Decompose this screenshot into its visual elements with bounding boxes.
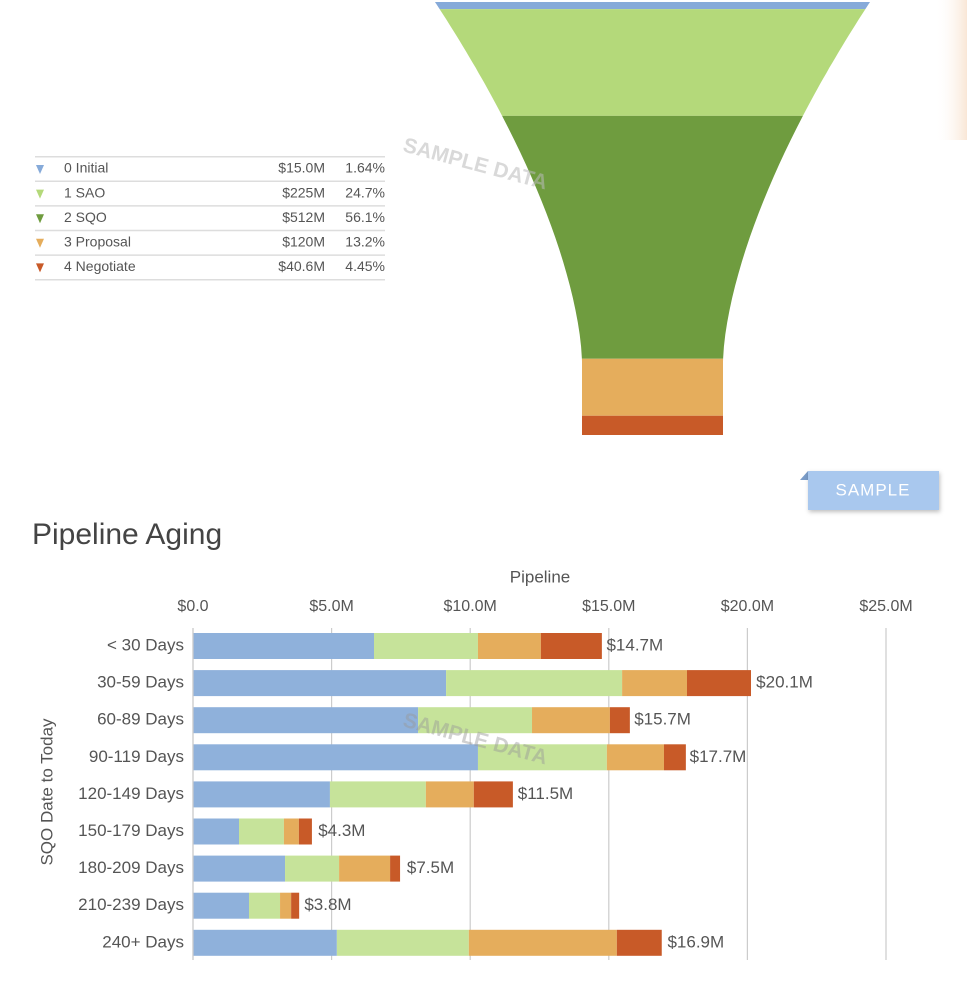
bar-segment [193, 744, 478, 771]
bar-segment [329, 781, 426, 808]
legend-name: 3 Proposal [64, 234, 131, 250]
button-fold [800, 471, 808, 480]
legend-share: 56.1% [345, 209, 385, 225]
legend-marker [36, 214, 44, 224]
y-tick-label: 180-209 Days [78, 858, 184, 877]
bar-segment [374, 633, 478, 659]
bar-segment [193, 818, 240, 845]
legend-value: $225M [282, 184, 325, 200]
total-label: $7.5M [407, 858, 454, 877]
total-label: $15.7M [634, 710, 691, 729]
bar-segment [285, 855, 340, 882]
bar-segment [291, 892, 300, 919]
sample-button[interactable]: SAMPLE [800, 471, 939, 510]
legend-value: $15.0M [278, 160, 325, 176]
legend-name: 2 SQO [64, 209, 107, 225]
y-tick-label: 240+ Days [102, 932, 184, 951]
legend-name: 4 Negotiate [64, 258, 136, 274]
bar-segment [477, 633, 541, 659]
bar-segment [193, 892, 249, 919]
bar-segment [248, 892, 281, 919]
button-label[interactable]: SAMPLE [836, 480, 911, 499]
bar-segment [390, 855, 401, 882]
total-label: $14.7M [606, 635, 663, 654]
total-label: $17.7M [690, 747, 747, 766]
legend-marker [36, 263, 44, 273]
x-tick-label: $20.0M [721, 598, 774, 615]
bar-segment [193, 707, 419, 734]
legend-share: 24.7% [345, 184, 385, 200]
legend-share: 13.2% [345, 234, 385, 250]
edge-shade [935, 0, 967, 140]
x-tick-label: $15.0M [582, 598, 635, 615]
bar-segment [298, 818, 312, 845]
bar-segment [532, 707, 610, 734]
bar-segment [193, 781, 330, 808]
legend-marker [36, 165, 44, 174]
y-tick-label: 30-59 Days [97, 673, 184, 692]
legend-value: $120M [282, 234, 325, 250]
funnel-segment [502, 115, 803, 359]
funnel-segment [581, 358, 724, 416]
bar-segment [468, 929, 617, 956]
bar-segment [193, 633, 375, 659]
bar-segment [616, 929, 662, 956]
button-bg[interactable] [808, 471, 939, 510]
bar-segment [477, 744, 607, 771]
legend-name: 0 Initial [64, 160, 108, 176]
bar-segment [193, 670, 447, 697]
legend-share: 1.64% [345, 160, 385, 176]
legend-name: 1 SAO [64, 184, 105, 200]
bar-segment [622, 670, 687, 697]
legend-share: 4.45% [345, 258, 385, 274]
y-tick-label: 150-179 Days [78, 821, 184, 840]
funnel-segment [582, 415, 723, 435]
x-tick-label: $10.0M [444, 598, 497, 615]
bar-segment [339, 855, 391, 882]
total-label: $3.8M [304, 895, 351, 914]
bar-segment [473, 781, 513, 808]
bar-segment [283, 818, 299, 845]
bar-segment [540, 633, 602, 659]
x-axis-label: Pipeline [510, 567, 571, 586]
y-tick-label: < 30 Days [107, 635, 184, 654]
y-axis-label: SQO Date to Today [37, 718, 56, 866]
bar-segment [336, 929, 469, 956]
bar-segment [280, 892, 292, 919]
total-label: $16.9M [667, 932, 724, 951]
y-tick-label: 210-239 Days [78, 895, 184, 914]
funnel-segment [439, 9, 866, 116]
legend-value: $512M [282, 209, 325, 225]
total-label: $4.3M [318, 821, 365, 840]
bar-segment [446, 670, 623, 697]
y-tick-label: 120-149 Days [78, 784, 184, 803]
x-tick-label: $5.0M [309, 598, 353, 615]
bar-segment [606, 744, 664, 771]
legend-marker [36, 238, 44, 248]
bar-segment [609, 707, 630, 734]
y-tick-label: 90-119 Days [89, 747, 184, 766]
bar-segment [663, 744, 686, 771]
x-tick-label: $0.0 [177, 598, 208, 615]
total-label: $11.5M [518, 784, 573, 803]
x-tick-label: $25.0M [859, 598, 912, 615]
bar-segment [418, 707, 533, 734]
bar-segment [425, 781, 474, 808]
total-label: $20.1M [756, 673, 813, 692]
bar-segment [193, 929, 337, 956]
bar-segment [686, 670, 752, 697]
chart-title: Pipeline Aging [32, 518, 222, 551]
legend-marker [36, 189, 44, 199]
bar-segment [239, 818, 284, 845]
bar-segment [193, 855, 286, 882]
legend-value: $40.6M [278, 258, 325, 274]
y-tick-label: 60-89 Days [97, 710, 184, 729]
funnel-segment [435, 2, 870, 10]
